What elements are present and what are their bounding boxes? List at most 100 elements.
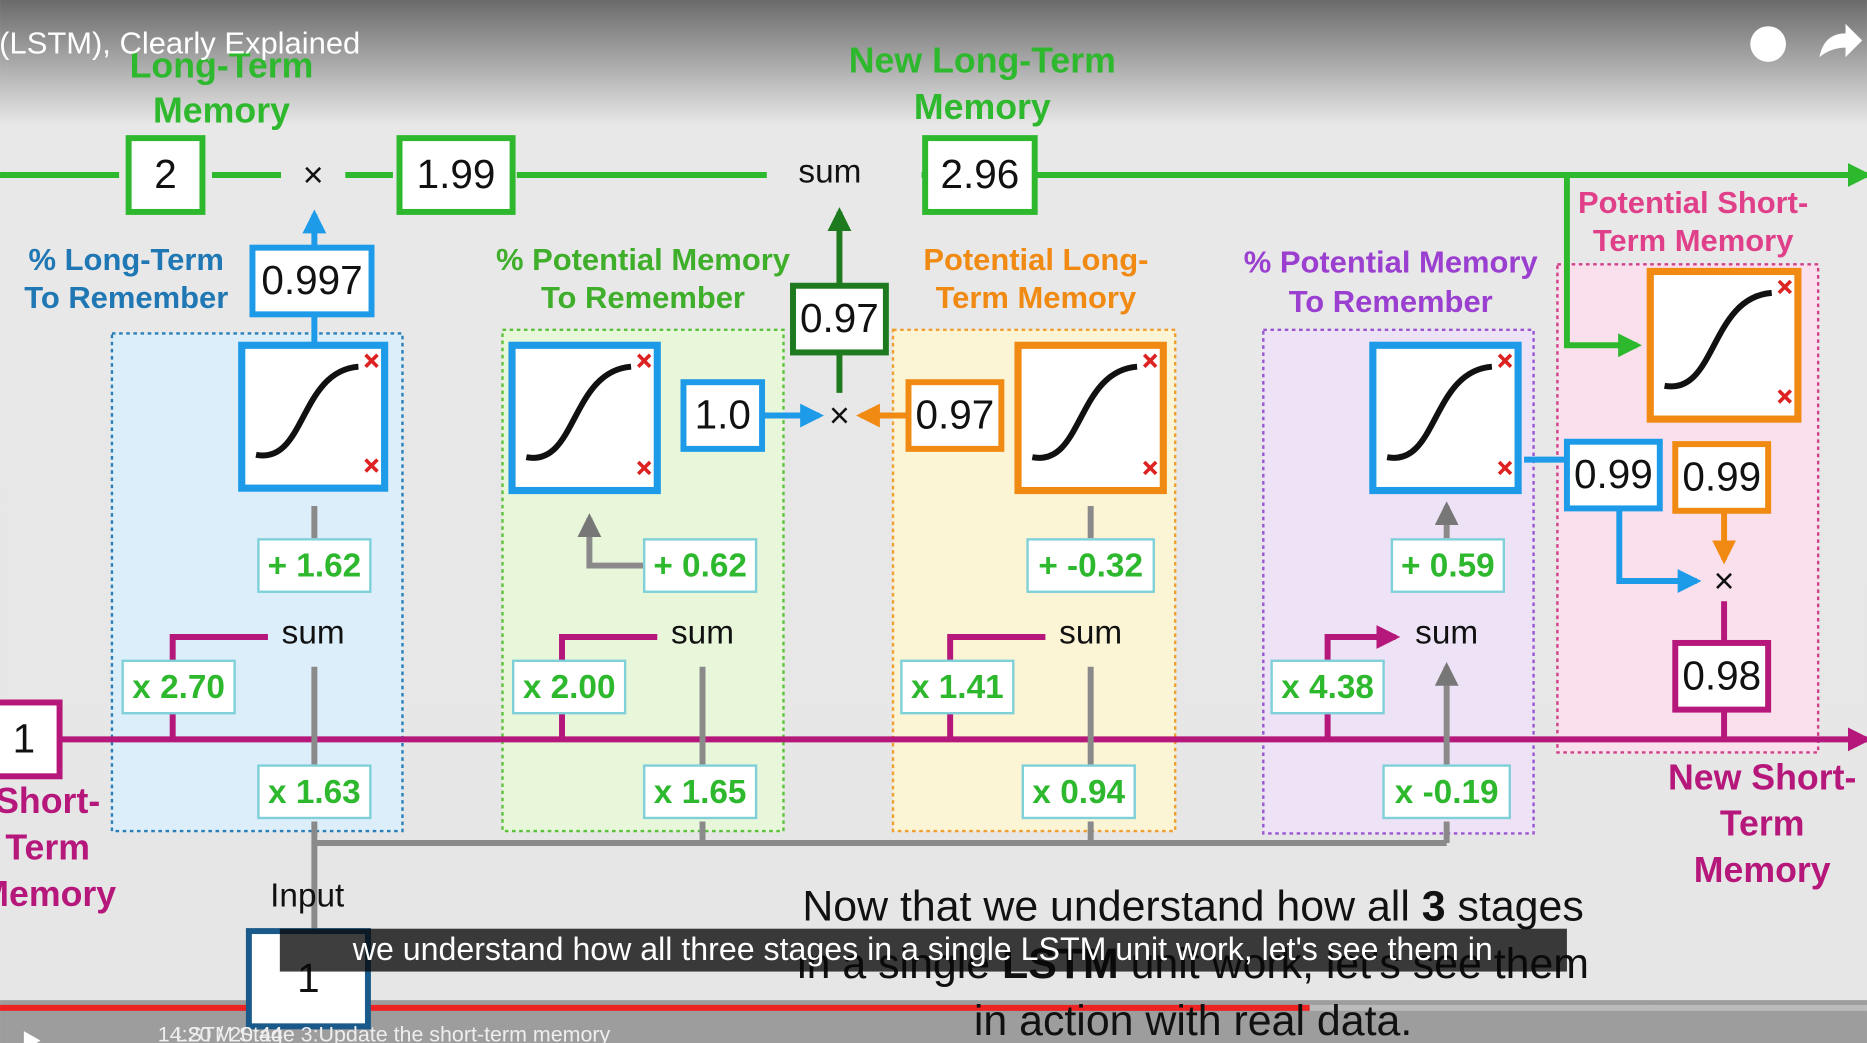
diagram-label: Memory [0, 874, 116, 914]
sigmoid-curve [525, 363, 632, 461]
value-text: 2.96 [941, 151, 1020, 197]
value-box [257, 538, 372, 593]
multiply-symbol: × [303, 155, 324, 195]
value-box [1021, 764, 1136, 820]
subtitle-background [279, 928, 1567, 972]
diagram-label: New Long-Term [849, 41, 1116, 81]
value-text: x 4.38 [1281, 669, 1374, 706]
value-box [642, 764, 758, 820]
value-text: + 0.62 [653, 548, 747, 585]
value-box [922, 135, 1038, 215]
value-text: 1.0 [695, 392, 751, 438]
value-box [396, 135, 516, 215]
diagram-label: To Remember [1289, 284, 1493, 319]
time-display: 14:20 / 20:44 [158, 1023, 283, 1043]
value-box [642, 538, 758, 593]
slide-caption: Now that we understand how all 3 stages [802, 883, 1583, 931]
sigmoid-curve [1386, 363, 1493, 461]
diagram-label: Term [5, 828, 90, 868]
sigmoid-icon [1014, 341, 1167, 495]
diagram-label: To Remember [541, 280, 745, 315]
chapter-title: LSTM Stage 3:Update the short-term memor… [176, 1023, 611, 1043]
caption-part: in action with real data. [974, 997, 1412, 1043]
input-label: Input [270, 878, 345, 915]
value-text: + 0.59 [1401, 548, 1495, 585]
value-box [900, 659, 1015, 715]
diagram-label: Short- [0, 781, 100, 821]
multiply-symbol: × [829, 395, 850, 435]
sigmoid-icon [1369, 341, 1522, 495]
play-button[interactable] [23, 1031, 41, 1043]
multiply-symbol: × [1714, 561, 1735, 601]
value-box [680, 379, 766, 452]
value-text: 1.99 [417, 151, 496, 197]
value-box [905, 379, 1005, 452]
sigmoid-marks [1777, 279, 1793, 404]
sigmoid-icon [1646, 267, 1802, 423]
value-box [249, 244, 375, 318]
value-text: x -0.19 [1395, 774, 1499, 811]
sum-label: sum [1415, 614, 1478, 651]
value-box [1382, 764, 1511, 820]
video-title: Long Short-Term Memory (LSTM), Clearly E… [0, 25, 360, 60]
value-text: x 1.65 [654, 774, 747, 811]
sum-label: sum [282, 614, 345, 651]
value-box [1672, 639, 1772, 713]
connections [0, 175, 1867, 929]
value-text: x 1.63 [268, 774, 361, 811]
value-text: x 2.00 [523, 669, 616, 706]
sum-label: sum [671, 614, 734, 651]
diagram-label: Long-Term [130, 45, 314, 85]
subtitle: we understand how all three stages in a … [352, 931, 1493, 967]
diagram-label: Term Memory [936, 280, 1137, 315]
diagram-label: % Potential Memory [496, 242, 791, 277]
diagram-label: % Potential Memory [1244, 244, 1539, 279]
sigmoid-marks [364, 353, 379, 473]
value-text: 0.99 [1574, 451, 1653, 497]
value-text: 0.97 [916, 392, 995, 438]
value-box [1026, 538, 1155, 593]
diagram-label: To Remember [24, 280, 228, 315]
value-text: + 1.62 [268, 548, 362, 585]
diagram-label: Memory [1694, 850, 1831, 890]
sigmoid-curve [1031, 363, 1138, 461]
sigmoid-marks [636, 353, 652, 476]
diagram-label: Potential Long- [923, 242, 1148, 277]
sigmoid-curve [1664, 289, 1773, 390]
sum-label: sum [798, 154, 861, 191]
diagram-label: Memory [153, 91, 290, 131]
watch-later-icon[interactable] [1750, 26, 1786, 62]
value-text: 0.97 [800, 295, 879, 341]
value-box [1270, 659, 1385, 715]
progress-remaining[interactable] [1309, 1004, 1867, 1011]
share-icon[interactable] [1819, 23, 1863, 58]
diagram-label: Term [1720, 804, 1805, 844]
value-box [1672, 441, 1772, 514]
value-text: x 0.94 [1032, 774, 1125, 811]
sigmoid-icon [508, 341, 661, 495]
value-text: 2 [154, 151, 177, 197]
sigmoid-marks [1497, 353, 1513, 476]
diagram-label: Potential Short- [1578, 185, 1808, 220]
value-text: 0.99 [1682, 454, 1761, 500]
progress-played[interactable] [0, 1004, 1310, 1011]
value-box [257, 764, 372, 820]
sum-label: sum [1059, 614, 1122, 651]
value-text: 0.98 [1682, 652, 1761, 698]
value-box [0, 699, 63, 780]
caption-part: Now that we understand how all [802, 883, 1421, 931]
value-text: x 1.41 [911, 669, 1004, 706]
sigmoid-marks [1142, 353, 1158, 476]
slide-caption: in action with real data. [974, 997, 1412, 1043]
value-text: + -0.32 [1038, 548, 1143, 585]
diagram-label: Term Memory [1593, 223, 1794, 258]
value-box [121, 659, 236, 715]
diagram-label: New Short- [1668, 757, 1856, 797]
diagram-label: % Long-Term [29, 242, 224, 277]
value-box [512, 659, 627, 715]
value-box [1390, 538, 1506, 593]
caption-part: 3 [1422, 883, 1446, 931]
value-text: x 2.70 [132, 669, 225, 706]
